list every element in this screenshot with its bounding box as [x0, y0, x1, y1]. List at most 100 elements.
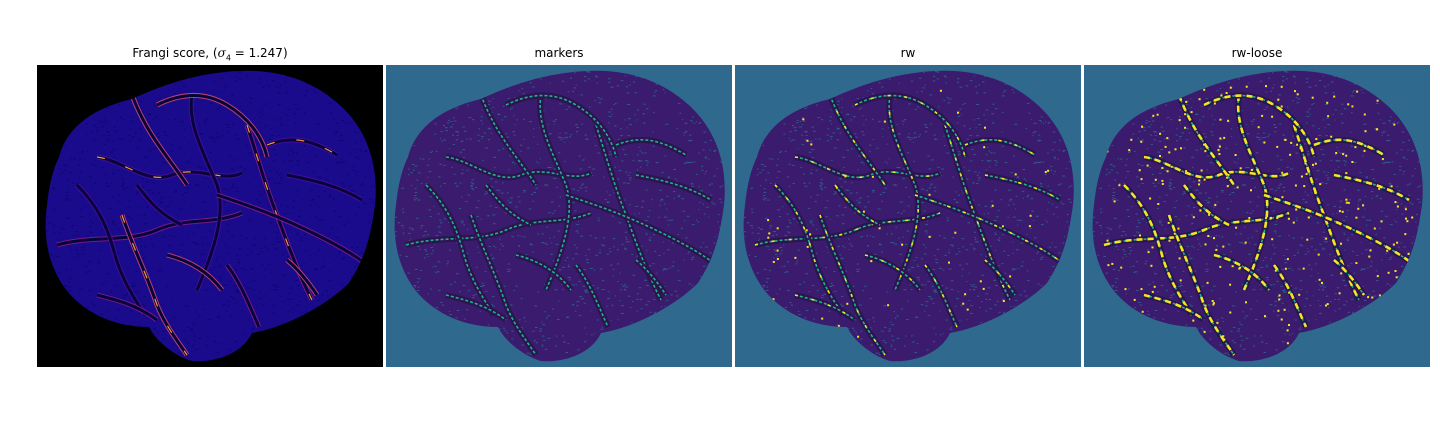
- rw-loose-fleck: [1218, 145, 1221, 148]
- rw-loose-fleck: [1245, 301, 1247, 304]
- rw-loose-fleck: [1218, 153, 1221, 155]
- rw-loose-fleck: [1200, 169, 1203, 172]
- rw-loose-fleck: [1287, 217, 1290, 220]
- rw-loose-fleck: [1203, 143, 1205, 146]
- rw-fleck: [1044, 171, 1047, 173]
- rw-loose-fleck: [1223, 338, 1226, 341]
- rw-fleck: [1014, 173, 1017, 176]
- rw-loose-fleck: [1341, 210, 1344, 213]
- rw-loose-fleck: [1325, 304, 1327, 307]
- rw-loose-fleck: [1140, 140, 1143, 143]
- rw-loose-fleck: [1168, 151, 1171, 154]
- rw-vessel-marker: [984, 259, 1016, 296]
- rw-loose-fleck: [1216, 321, 1219, 324]
- rw-fleck: [1047, 169, 1050, 172]
- markers-vessel-marker: [425, 184, 495, 316]
- rw-loose-fleck: [1355, 262, 1358, 264]
- rw-loose-fleck: [1278, 294, 1281, 297]
- frangi-vessel-core: [96, 155, 243, 179]
- rw-loose-fleck: [1212, 303, 1215, 306]
- rw-loose-fleck: [1363, 149, 1366, 152]
- rw-loose-fleck: [1140, 288, 1143, 291]
- markers-vessel-marker: [635, 174, 712, 201]
- rw-loose-fleck: [1185, 170, 1188, 173]
- rw-loose-fleck: [1386, 249, 1389, 252]
- rw-loose-fleck: [1280, 105, 1283, 108]
- rw-loose-fleck: [1306, 238, 1309, 241]
- rw-loose-fleck: [1299, 147, 1302, 150]
- rw-loose-fleck: [1151, 290, 1154, 293]
- markers-vessel-marker: [470, 214, 537, 356]
- rw-fleck: [767, 219, 770, 222]
- rw-loose-fleck: [1276, 145, 1279, 148]
- rw-loose-fleck: [1281, 196, 1284, 199]
- rw-loose-fleck: [1227, 173, 1230, 176]
- rw-loose-fleck: [1347, 201, 1350, 204]
- rw-vessel-marker: [794, 156, 941, 179]
- rw-svg: [735, 65, 1081, 367]
- rw-loose-fleck: [1214, 203, 1217, 206]
- frangi-vessel-core: [225, 264, 261, 328]
- rw-fleck: [810, 143, 813, 146]
- rw-loose-fleck: [1141, 125, 1144, 128]
- rw-loose-fleck: [1106, 239, 1109, 242]
- rw-loose-fleck: [1340, 242, 1342, 245]
- rw-loose-fleck: [1190, 111, 1193, 114]
- rw-loose-fleck: [1208, 213, 1211, 216]
- rw-loose-fleck: [1286, 329, 1289, 332]
- rw-loose-fleck: [1381, 158, 1384, 161]
- rw-loose-fleck: [1203, 88, 1206, 91]
- rw-loose-fleck: [1340, 272, 1343, 275]
- rw-loose-fleck: [1355, 216, 1358, 219]
- rw-loose-vessel-segment: [1103, 211, 1290, 247]
- rw-fleck: [1002, 300, 1005, 302]
- rw-fleck: [862, 210, 865, 213]
- rw-fleck: [806, 139, 809, 142]
- rw-fleck: [870, 260, 873, 263]
- rw-fleck: [776, 258, 779, 260]
- rw-loose-fleck: [1260, 243, 1263, 246]
- rw-loose-fleck: [1154, 178, 1157, 181]
- rw-fleck: [857, 335, 860, 338]
- rw-loose-fleck: [1296, 93, 1299, 96]
- rw-loose-fleck: [1239, 167, 1242, 170]
- frangi-vessel-core: [166, 253, 224, 291]
- rw-loose-fleck: [1229, 86, 1232, 89]
- rw-loose-fleck: [1206, 281, 1209, 284]
- rw-fleck: [802, 118, 805, 121]
- sigma-subscript: 4: [225, 53, 231, 63]
- rw-loose-vessel-segment: [1213, 253, 1271, 291]
- rw-loose-fleck: [1220, 94, 1223, 97]
- rw-fleck: [871, 175, 874, 178]
- rw-loose-fleck: [1113, 200, 1116, 203]
- rw-loose-fleck: [1298, 293, 1301, 296]
- rw-loose-fleck: [1124, 288, 1127, 291]
- rw-fleck: [768, 232, 771, 235]
- rw-loose-fleck: [1212, 302, 1215, 305]
- rw-loose-fleck: [1338, 292, 1341, 295]
- rw-loose-fleck: [1223, 136, 1226, 139]
- rw-loose-fleck: [1289, 153, 1292, 156]
- rw-loose-fleck: [1245, 85, 1248, 88]
- rw-loose-panel-title: rw-loose: [1231, 46, 1283, 60]
- rw-loose-fleck: [1265, 85, 1267, 88]
- rw-loose-fleck: [1281, 171, 1284, 174]
- rw-loose-fleck: [1248, 217, 1251, 220]
- rw-loose-fleck: [1286, 342, 1289, 345]
- rw-loose-fleck: [1140, 178, 1143, 181]
- rw-fleck: [772, 298, 775, 301]
- rw-loose-fleck: [1276, 217, 1279, 220]
- rw-loose-fleck: [1364, 130, 1367, 133]
- rw-loose-fleck: [1278, 298, 1281, 301]
- rw-loose-fleck: [1120, 266, 1123, 269]
- rw-loose-fleck: [1376, 128, 1379, 131]
- rw-loose-vessel-segment: [1333, 259, 1366, 296]
- rw-vessel-marker: [864, 254, 921, 291]
- frangi-title-prefix: Frangi score, (: [132, 46, 218, 60]
- rw-vessel-marker: [754, 212, 941, 246]
- rw-loose-fleck: [1378, 187, 1381, 190]
- rw-loose-fleck: [1152, 114, 1155, 117]
- rw-loose-fleck: [1215, 248, 1218, 251]
- rw-loose-fleck: [1179, 279, 1182, 282]
- rw-fleck: [964, 293, 967, 296]
